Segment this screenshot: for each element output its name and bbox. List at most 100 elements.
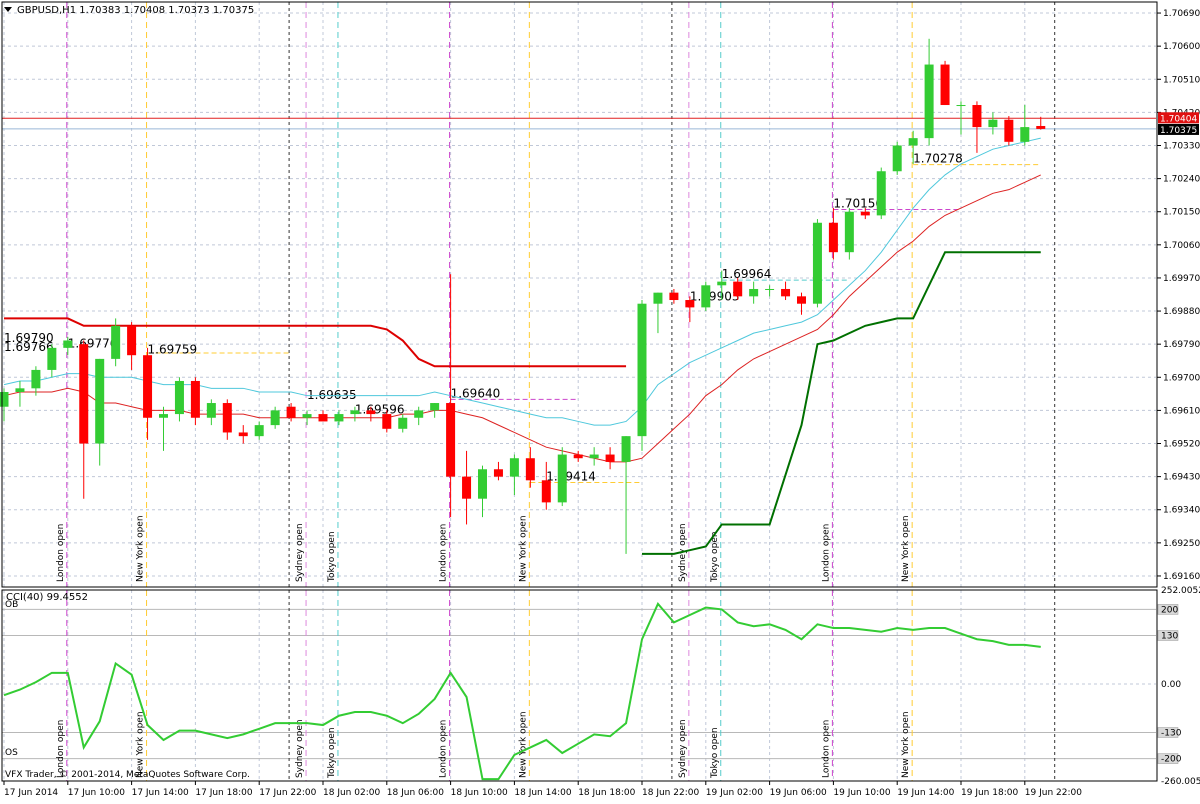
candle-body bbox=[908, 138, 918, 146]
chart-menu-triangle-icon[interactable] bbox=[4, 7, 12, 12]
time-axis-label: 17 Jun 2014 bbox=[4, 788, 58, 798]
candle-body bbox=[988, 119, 998, 128]
session-label-new-york: New York open bbox=[901, 515, 911, 582]
cci-session-label-london: London open bbox=[821, 720, 831, 778]
price-axis-label: 1.70060 bbox=[1163, 241, 1200, 251]
session-label-london: London open bbox=[56, 524, 66, 582]
candle-body bbox=[366, 410, 376, 415]
cci-session-label-london: London open bbox=[439, 720, 449, 778]
cci-level-tag bbox=[1157, 727, 1179, 738]
price-level-label: 1.69759 bbox=[148, 343, 198, 357]
time-axis-label: 18 Jun 18:00 bbox=[578, 788, 635, 798]
time-axis-label: 17 Jun 14:00 bbox=[132, 788, 189, 798]
candle-body bbox=[350, 410, 360, 415]
price-level-label: 1.69903 bbox=[690, 290, 740, 304]
cci-session-label-tokyo: Tokyo open bbox=[710, 727, 720, 779]
candle-body bbox=[860, 211, 870, 216]
session-label-london: London open bbox=[821, 524, 831, 582]
session-label-tokyo: Tokyo open bbox=[710, 531, 720, 583]
candle-body bbox=[398, 417, 408, 429]
candle-body bbox=[1020, 127, 1030, 142]
cci-chart-frame bbox=[1, 589, 1158, 782]
cci-level-tag bbox=[1157, 753, 1179, 764]
price-axis-label: 1.69700 bbox=[1163, 373, 1200, 383]
time-axis-label: 18 Jun 22:00 bbox=[642, 788, 699, 798]
time-axis-label: 17 Jun 18:00 bbox=[195, 788, 252, 798]
candle-body bbox=[589, 454, 599, 459]
price-axis-label: 1.69430 bbox=[1163, 473, 1200, 483]
candle-body bbox=[972, 105, 982, 128]
candle-body bbox=[844, 211, 854, 253]
price-level-label: 1.69776 bbox=[68, 336, 118, 350]
price-axis-label: 1.70330 bbox=[1163, 141, 1200, 151]
candle-body bbox=[111, 325, 121, 359]
cci-axis-label: -200 bbox=[1161, 755, 1182, 765]
candle-body bbox=[270, 410, 280, 426]
session-label-new-york: New York open bbox=[136, 515, 146, 582]
candle-body bbox=[573, 454, 583, 459]
cci-session-label-london: London open bbox=[56, 720, 66, 778]
session-label-london: London open bbox=[439, 524, 449, 582]
price-axis-label: 1.69340 bbox=[1163, 506, 1200, 516]
trailing-stop-line bbox=[642, 251, 1041, 555]
candle-body bbox=[621, 436, 631, 462]
candle-body bbox=[127, 325, 137, 356]
candle-body bbox=[478, 469, 487, 499]
time-axis-label: 19 Jun 06:00 bbox=[770, 788, 827, 798]
candle-body bbox=[15, 388, 25, 392]
candle-body bbox=[781, 288, 791, 297]
main-chart-frame bbox=[1, 1, 1158, 588]
current-price-tag-label: 1.70375 bbox=[1160, 126, 1197, 136]
channel-top-line bbox=[4, 317, 627, 368]
candle-body bbox=[892, 145, 902, 172]
candle-body bbox=[653, 292, 663, 304]
price-axis-label: 1.69250 bbox=[1163, 539, 1200, 549]
candle-body bbox=[509, 458, 519, 477]
session-label-tokyo: Tokyo open bbox=[327, 531, 337, 583]
price-axis-label: 1.69790 bbox=[1163, 340, 1200, 350]
time-axis-label: 18 Jun 02:00 bbox=[323, 788, 380, 798]
price-level-label: 1.69414 bbox=[546, 470, 596, 484]
candle-body bbox=[493, 469, 503, 477]
cci-level-tag bbox=[1157, 630, 1179, 641]
candle-body bbox=[286, 406, 296, 418]
cci-level-tag bbox=[1157, 604, 1179, 615]
time-axis-label: 19 Jun 22:00 bbox=[1025, 788, 1082, 798]
candle-body bbox=[31, 369, 41, 389]
price-axis-label: 1.69160 bbox=[1163, 572, 1200, 582]
price-level-label: 1.69596 bbox=[355, 403, 405, 417]
cci-axis-label: 0.00 bbox=[1161, 680, 1181, 690]
cci-session-label-new-york: New York open bbox=[518, 711, 528, 778]
candle-body bbox=[206, 403, 216, 418]
candle-body bbox=[318, 414, 328, 422]
price-axis-label: 1.70600 bbox=[1163, 42, 1200, 52]
candle-body bbox=[143, 355, 153, 418]
candle-body bbox=[733, 281, 743, 297]
cci-session-label-sydney: Sydney open bbox=[678, 719, 688, 778]
candle-body bbox=[1036, 125, 1046, 129]
candle-body bbox=[382, 414, 392, 429]
price-axis-label: 1.70690 bbox=[1163, 9, 1200, 19]
candle-body bbox=[302, 414, 312, 418]
time-axis-label: 18 Jun 14:00 bbox=[514, 788, 571, 798]
candle-body bbox=[557, 454, 567, 503]
cci-session-label-sydney: Sydney open bbox=[295, 719, 305, 778]
price-axis-label: 1.70510 bbox=[1163, 75, 1200, 85]
candle-body bbox=[956, 105, 966, 107]
candle-body bbox=[1004, 119, 1014, 142]
candle-body bbox=[414, 410, 424, 418]
candle-body bbox=[222, 403, 232, 433]
symbol-header: GBPUSD,H1 1.70383 1.70408 1.70373 1.7037… bbox=[17, 5, 254, 16]
price-axis-label: 1.70240 bbox=[1163, 175, 1200, 185]
session-label-new-york: New York open bbox=[518, 515, 528, 582]
cci-session-label-new-york: New York open bbox=[901, 711, 911, 778]
price-level-label: 1.69964 bbox=[722, 267, 772, 281]
candle-body bbox=[876, 171, 886, 216]
price-level-label: 1.70156 bbox=[833, 197, 883, 211]
time-axis-label: 18 Jun 06:00 bbox=[387, 788, 444, 798]
candle-body bbox=[924, 64, 934, 139]
time-axis-label: 18 Jun 10:00 bbox=[451, 788, 508, 798]
candle-body bbox=[541, 480, 551, 503]
